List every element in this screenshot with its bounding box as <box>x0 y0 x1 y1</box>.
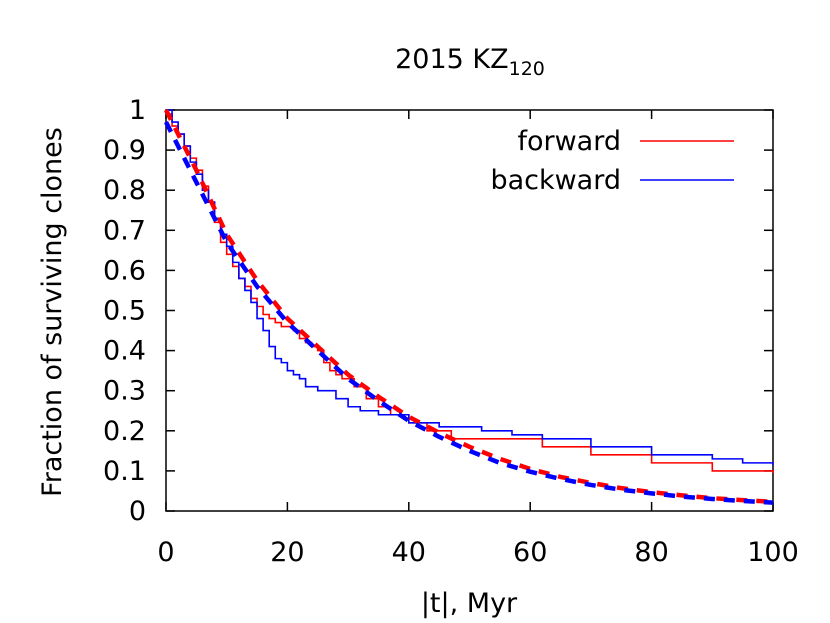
y-tick-label: 0.7 <box>103 215 146 246</box>
x-tick-label: 80 <box>634 537 668 568</box>
fit-curve-3 <box>163 121 774 505</box>
y-tick-label: 0.5 <box>103 296 146 327</box>
chart-title: 2015 KZ120 <box>395 44 545 80</box>
legend: forward backward <box>490 126 734 196</box>
x-tick-label: 20 <box>270 537 304 568</box>
series-layer <box>163 108 774 505</box>
y-axis-label: Fraction of surviving clones <box>37 127 68 497</box>
y-tick-label: 0 <box>129 496 146 527</box>
series-line-forward <box>166 113 774 473</box>
y-tick-label: 0.6 <box>103 255 146 286</box>
x-tick-label: 60 <box>513 537 547 568</box>
x-tick-label: 100 <box>747 537 799 568</box>
y-tick-label: 0.2 <box>103 416 146 447</box>
chart-title-subscript: 120 <box>509 58 545 80</box>
chart-title-main: 2015 KZ <box>395 44 509 75</box>
axis-ticks <box>165 109 774 512</box>
x-tick-label: 40 <box>392 537 426 568</box>
y-tick-label: 0.9 <box>103 135 146 166</box>
x-axis-label: |t|, Myr <box>421 588 518 619</box>
y-tick-label: 0.3 <box>103 376 146 407</box>
legend-label: backward <box>490 165 621 196</box>
y-tick-label: 1 <box>129 95 146 126</box>
y-tick-label: 0.4 <box>103 336 146 367</box>
y-tick-label: 0.8 <box>103 175 146 206</box>
legend-label: forward <box>517 126 621 157</box>
y-tick-label: 0.1 <box>103 456 146 487</box>
axis-tick-labels: 0 20 40 60 80 100 0 0.1 0.2 0.3 0.4 0.5 0.6 0.7 0.8 0.9… <box>103 95 799 568</box>
x-tick-label: 0 <box>157 537 174 568</box>
fit-curve-2 <box>163 108 774 505</box>
